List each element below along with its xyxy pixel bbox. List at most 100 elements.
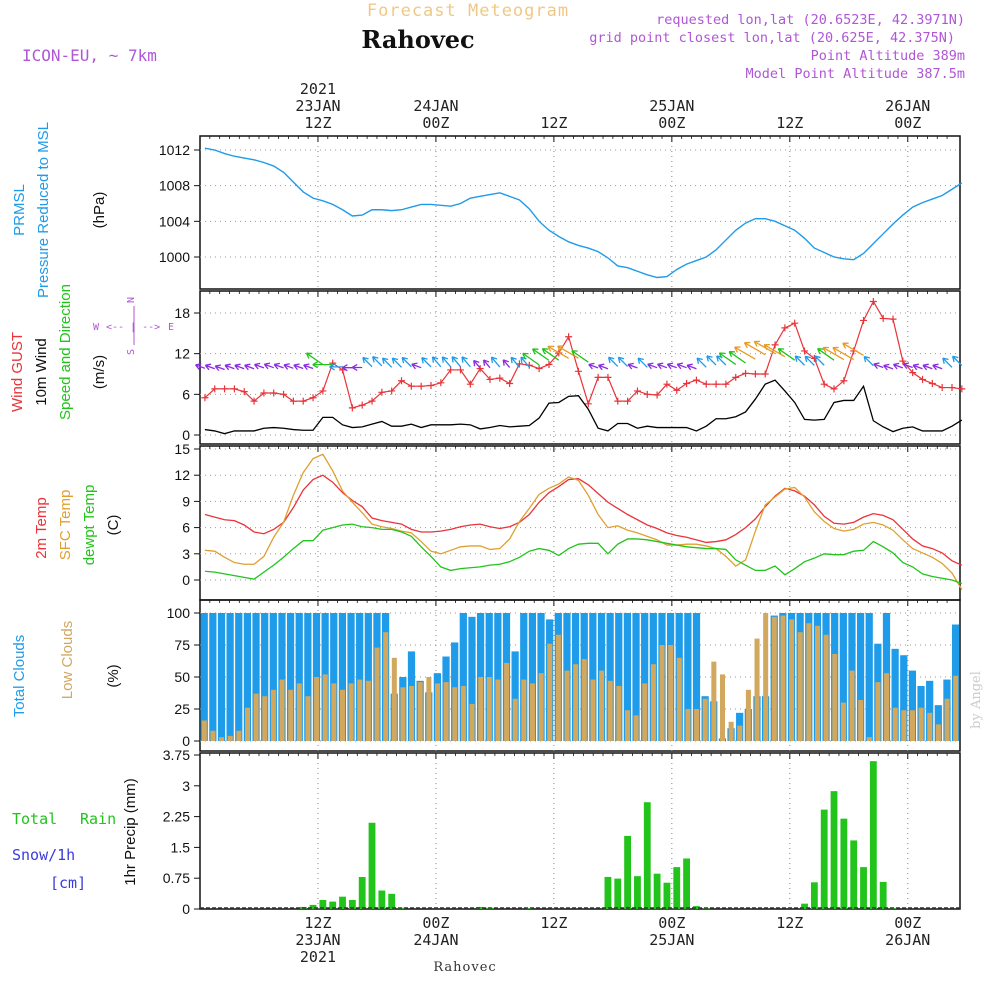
low-cloud-bar [858, 700, 864, 741]
pressure-label-2: Pressure Reduced to MSL [35, 122, 52, 298]
wind-arrow [461, 356, 471, 368]
wind-arrow [411, 362, 422, 370]
gust-point [820, 380, 828, 388]
gust-point [879, 314, 887, 322]
gust-point [712, 380, 720, 388]
total-cloud-bar [641, 613, 649, 741]
low-clouds-label: Low Clouds [59, 621, 76, 699]
gust-point [781, 324, 789, 332]
gust-point [535, 365, 543, 373]
y-tick-label: 6 [182, 520, 190, 536]
gust-label: Wind GUST [9, 332, 26, 412]
wind-arrow [305, 352, 324, 366]
wind-arrow [253, 362, 265, 370]
rain-bar [683, 858, 690, 909]
y-tick-label: 2.25 [163, 809, 190, 825]
time-label: 23JAN [295, 97, 340, 115]
rain-bar [614, 878, 622, 909]
gust-point [948, 384, 956, 392]
gust-point [899, 357, 907, 365]
low-cloud-bar [884, 673, 890, 741]
gust-point [614, 397, 622, 405]
y-tick-label: 18 [174, 305, 190, 321]
gust-point [574, 367, 582, 375]
low-cloud-bar [642, 683, 648, 741]
low-cloud-bar [417, 682, 423, 741]
point-altitude: Point Altitude 389m [811, 48, 965, 64]
low-cloud-bar [374, 647, 380, 741]
total-cloud-bar [606, 613, 614, 741]
gust-point [702, 380, 710, 388]
gust-point [889, 315, 897, 323]
total-cloud-bar [934, 705, 942, 741]
wind-arrow [401, 356, 412, 368]
low-cloud-bar [573, 664, 579, 741]
low-cloud-bar [935, 724, 941, 741]
wind-arrow [502, 359, 511, 368]
time-label: 12Z [776, 114, 803, 132]
total-cloud-bar [226, 613, 234, 741]
y-tick-label: 9 [182, 493, 190, 509]
low-cloud-bar [305, 696, 311, 741]
low-cloud-bar [780, 615, 786, 741]
low-cloud-bar [409, 685, 415, 741]
gust-point [928, 379, 936, 387]
time-label: 24JAN [413, 97, 458, 115]
y-tick-label: 1012 [159, 142, 190, 158]
low-cloud-bar [624, 710, 631, 741]
gust-point [771, 341, 779, 349]
wind-arrow [362, 356, 373, 368]
time-label: 00Z [894, 114, 921, 132]
total-cloud-bar [900, 655, 908, 741]
gust-point [584, 400, 592, 408]
footer-location: Rahovec [433, 960, 496, 975]
gust-point [633, 387, 641, 395]
low-cloud-bar [262, 696, 268, 741]
wind-arrow [571, 350, 589, 363]
t2m-label: 2m Temp [33, 497, 50, 558]
gust-point [525, 361, 533, 369]
wind-arrow [942, 357, 953, 368]
total-cloud-bar [528, 613, 537, 741]
gust-point [506, 379, 514, 387]
wind-arrow [804, 355, 815, 366]
low-cloud-bar [460, 685, 466, 741]
gust-point [486, 375, 494, 383]
total-cloud-bar [347, 613, 355, 741]
time-label: 24JAN [413, 931, 458, 949]
compass-w: W [93, 322, 100, 333]
low-cloud-bar [789, 619, 795, 741]
wind-arrow [932, 363, 943, 371]
panel-frame [199, 752, 961, 910]
panel-frame [199, 599, 961, 752]
low-cloud-bar [918, 707, 924, 741]
y-tick-label: 1.5 [171, 839, 191, 855]
gust-point [201, 394, 209, 402]
wind-arrow [473, 359, 481, 369]
wind-arrow [214, 364, 225, 372]
gust-point [437, 379, 445, 387]
y-tick-label: 25 [174, 701, 190, 717]
gust-point [407, 382, 415, 390]
wind-arrow [421, 357, 432, 368]
total-cloud-bar [356, 613, 364, 741]
rain-bar [476, 906, 484, 909]
total-cloud-bar [494, 613, 502, 741]
wind-arrow [482, 359, 491, 369]
low-cloud-bar [711, 661, 717, 741]
y-tick-label: 1000 [159, 249, 190, 265]
low-cloud-bar [953, 675, 959, 741]
time-label: 00Z [658, 114, 685, 132]
low-cloud-bar [495, 679, 501, 741]
low-cloud-bar [227, 735, 233, 741]
gust-point [358, 401, 366, 409]
sfc-label: SFC Temp [57, 490, 74, 561]
rain-bar [329, 901, 337, 909]
pressure-unit: (hPa) [91, 192, 108, 229]
low-cloud-bar [383, 632, 389, 741]
gust-point [280, 390, 288, 398]
gust-point [348, 404, 356, 412]
wind-arrow [743, 341, 766, 356]
gust-point [919, 375, 927, 383]
wind-arrow [588, 362, 599, 370]
